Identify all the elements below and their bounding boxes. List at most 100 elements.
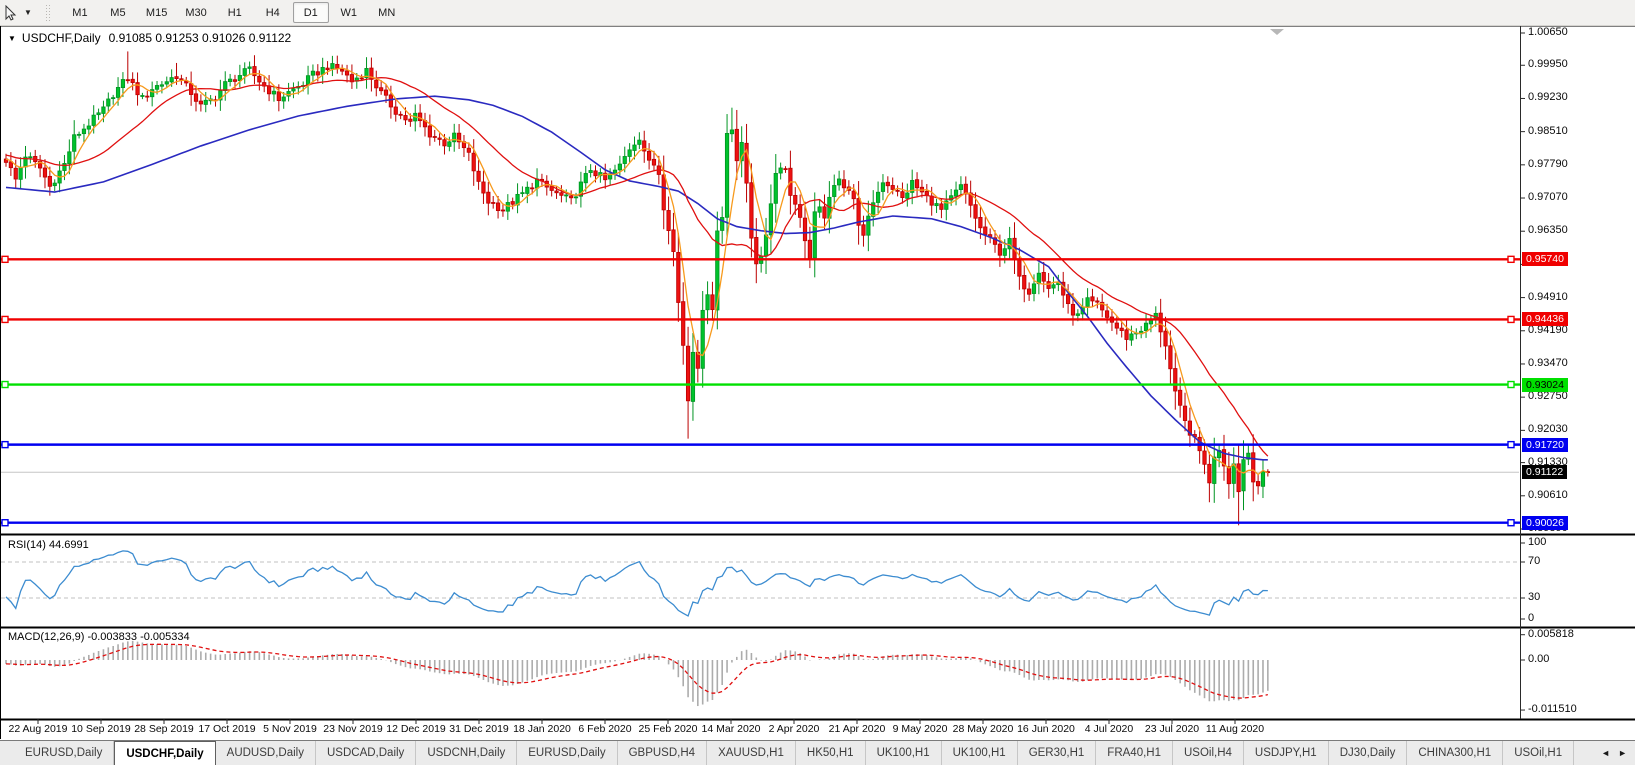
chart-tabs: EURUSD,Daily USDCHF,Daily AUDUSD,Daily USDC… [0, 741, 1575, 765]
macd-indicator-label: MACD(12,26,9) -0.003833 -0.005334 [8, 631, 190, 643]
price-axis-tick-label: 0.92030 [1528, 423, 1568, 436]
time-axis-label: 10 Sep 2019 [71, 723, 131, 735]
price-axis-tick-label: 0.97070 [1528, 191, 1568, 204]
timeframe-toolbar: ▼ M1 M5 M15 M30 H1 H4 D1 W1 MN [0, 0, 1635, 26]
price-axis-tick-label: 0.91330 [1528, 455, 1568, 468]
horizontal-line-0.91720[interactable] [1, 440, 1520, 449]
time-axis-label: 6 Feb 2020 [578, 723, 632, 735]
time-axis-label: 5 Nov 2019 [263, 723, 317, 735]
timeframe-button-w1[interactable]: W1 [340, 6, 357, 19]
time-axis-label: 12 Dec 2019 [386, 723, 446, 735]
timeframe-buttons: M1 M5 M15 M30 H1 H4 D1 W1 MN [61, 2, 406, 23]
timeframe-button-m30[interactable]: M30 [185, 6, 207, 19]
price-level-tag: 0.95740 [1522, 252, 1568, 267]
time-axis-label: 25 Feb 2020 [638, 723, 698, 735]
main-price-pane[interactable] [1, 51, 1520, 526]
time-axis-label: 16 Jun 2020 [1017, 723, 1075, 735]
slow-ma-line [5, 95, 1268, 461]
time-axis-label: 22 Aug 2019 [8, 723, 68, 735]
time-axis-label: 18 Jan 2020 [513, 723, 571, 735]
scroll-left-icon[interactable]: ◄ [1601, 748, 1611, 758]
time-axis-label: 11 Aug 2020 [1205, 723, 1265, 735]
time-axis-label: 9 May 2020 [892, 723, 948, 735]
chevron-down-icon[interactable]: ▼ [8, 34, 16, 43]
rsi-line [5, 550, 1268, 617]
timeframe-button-mn[interactable]: MN [378, 6, 396, 19]
price-axis-tick-label: 0.98510 [1528, 124, 1568, 137]
horizontal-line-0.90026[interactable] [1, 519, 1520, 527]
time-axis-label: 4 Jul 2020 [1084, 723, 1134, 735]
chart-tab-hk50-h1[interactable]: HK50,H1 [796, 741, 866, 765]
tab-scroll-arrows: ◄ ► [1601, 741, 1635, 765]
timeframe-button-d1[interactable]: D1 [292, 2, 329, 23]
chart-tab-usdjpy-h1[interactable]: USDJPY,H1 [1244, 741, 1329, 765]
chart-tab-ger30-h1[interactable]: GER30,H1 [1018, 741, 1097, 765]
cursor-tool-icon[interactable] [2, 4, 22, 22]
chart-tab-bar: EURUSD,Daily USDCHF,Daily AUDUSD,Daily USDC… [0, 740, 1635, 765]
time-axis-label: 2 Apr 2020 [768, 723, 820, 735]
chart-tab-audusd-daily[interactable]: AUDUSD,Daily [216, 741, 316, 765]
macd-axis-label: 0.00 [1528, 653, 1550, 665]
rsi-axis-label: 100 [1528, 536, 1547, 548]
timeframe-button-m1[interactable]: M1 [72, 6, 88, 19]
horizontal-line-0.94436[interactable] [1, 315, 1520, 324]
rsi-pane[interactable] [1, 550, 1520, 617]
chart-tab-gbpusd-h4[interactable]: GBPUSD,H4 [618, 741, 708, 765]
price-level-tag: 0.93024 [1522, 377, 1568, 392]
price-axis-tick-label: 0.94910 [1528, 290, 1568, 303]
time-axis-label: 17 Oct 2019 [198, 723, 256, 735]
time-axis-label: 21 Apr 2020 [828, 723, 886, 735]
macd-axis-label: 0.005818 [1528, 627, 1574, 640]
chart-tab-dj30-daily[interactable]: DJ30,Daily [1329, 741, 1408, 765]
toolbar-grip-handle[interactable] [45, 4, 51, 21]
price-axis-tick-label: 0.90610 [1528, 488, 1568, 501]
chart-tab-usdcnh-daily[interactable]: USDCNH,Daily [416, 741, 518, 765]
chart-shift-marker-icon[interactable] [1270, 29, 1284, 35]
chevron-down-icon[interactable]: ▼ [24, 8, 32, 17]
scroll-right-icon[interactable]: ► [1618, 748, 1627, 758]
price-axis-tick-label: 0.96350 [1528, 224, 1568, 237]
price-axis-tick-label: 0.99230 [1528, 91, 1568, 104]
horizontal-line-0.93024[interactable] [1, 380, 1520, 389]
chart-tab-usdcad-daily[interactable]: USDCAD,Daily [316, 741, 417, 765]
rsi-axis-label: 70 [1528, 555, 1541, 567]
chart-tab-usoil-h1[interactable]: USOil,H1 [1503, 741, 1575, 765]
chart-tab-china300-h1[interactable]: CHINA300,H1 [1407, 741, 1504, 765]
price-axis-tick-label: 0.99950 [1528, 58, 1568, 71]
time-axis-label: 28 May 2020 [952, 723, 1014, 735]
price-axis-tick-label: 0.97790 [1528, 157, 1568, 170]
chart-tab-eurusd-daily[interactable]: EURUSD,Daily [517, 741, 618, 765]
rsi-axis-label: 30 [1528, 591, 1541, 603]
medium-ma-line [5, 77, 1269, 457]
price-axis-tick-label: 0.92750 [1528, 390, 1568, 403]
macd-axis-label: -0.011510 [1528, 703, 1577, 716]
horizontal-line-0.95740[interactable] [1, 255, 1520, 264]
chart-tab-usoil-h4[interactable]: USOil,H4 [1173, 741, 1244, 765]
time-axis-label: 23 Jul 2020 [1144, 723, 1200, 735]
timeframe-button-h4[interactable]: H4 [265, 6, 280, 19]
chart-tab-uk100-h1[interactable]: UK100,H1 [866, 741, 942, 765]
timeframe-button-m5[interactable]: M5 [110, 6, 126, 19]
price-level-tag: 0.91720 [1522, 437, 1568, 452]
chart-title: ▼ USDCHF,Daily 0.91085 0.91253 0.91026 0.9… [8, 31, 291, 45]
chart-symbol-label: USDCHF,Daily [21, 31, 101, 45]
fast-ma-line [5, 67, 1269, 476]
chart-tab-eurusd-daily[interactable]: EURUSD,Daily [14, 741, 115, 765]
chart-tab-usdchf-daily[interactable]: USDCHF,Daily [114, 741, 216, 765]
timeframe-button-m15[interactable]: M15 [145, 6, 168, 19]
time-axis-label: 23 Nov 2019 [323, 723, 383, 735]
price-axis-tick-label: 1.00650 [1528, 25, 1568, 38]
chart-tab-xauusd-h1[interactable]: XAUUSD,H1 [707, 741, 796, 765]
timeframe-button-h1[interactable]: H1 [227, 6, 242, 19]
rsi-axis-label: 0 [1528, 612, 1535, 624]
current-price-tag: 0.91122 [1522, 465, 1568, 480]
time-axis-label: 31 Dec 2019 [449, 723, 509, 735]
chart-tab-fra40-h1[interactable]: FRA40,H1 [1096, 741, 1173, 765]
macd-pane[interactable] [5, 640, 1269, 707]
time-axis-label: 14 Mar 2020 [701, 723, 761, 735]
rsi-indicator-label: RSI(14) 44.6991 [8, 539, 89, 551]
chart-tab-uk100-h1[interactable]: UK100,H1 [942, 741, 1018, 765]
price-level-tag: 0.94436 [1522, 312, 1568, 327]
